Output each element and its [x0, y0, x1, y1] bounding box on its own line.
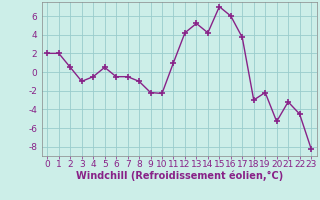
X-axis label: Windchill (Refroidissement éolien,°C): Windchill (Refroidissement éolien,°C) [76, 171, 283, 181]
